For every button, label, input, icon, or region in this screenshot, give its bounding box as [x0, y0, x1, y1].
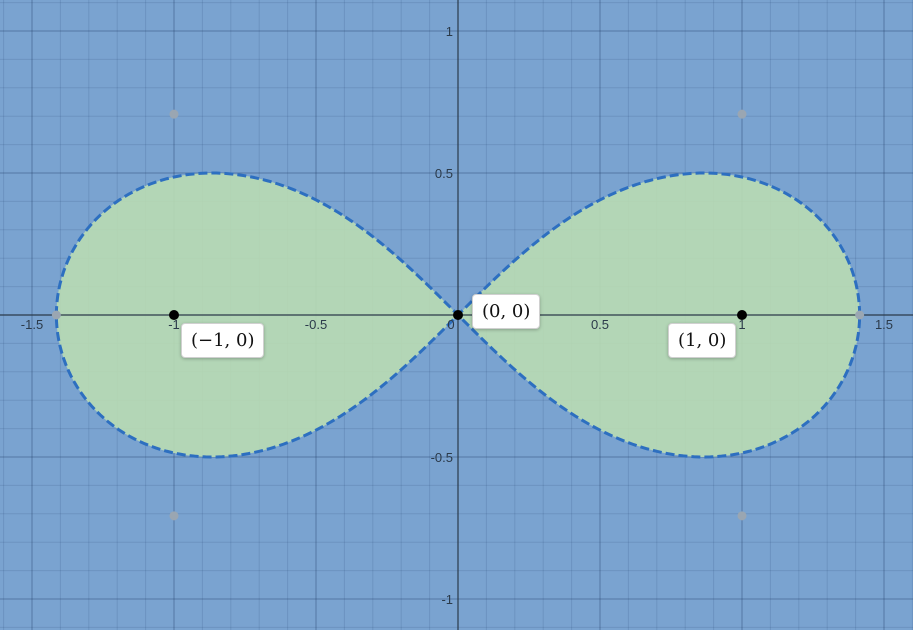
extreme-point	[737, 511, 747, 521]
y-tick-label: 0.5	[435, 166, 453, 181]
extreme-point	[855, 310, 865, 320]
point-label-neg1-0[interactable]: (−1, 0)	[181, 323, 265, 358]
extreme-point	[737, 109, 747, 119]
y-tick-label: 1	[446, 24, 453, 39]
extreme-point	[169, 511, 179, 521]
x-tick-label: -0.5	[305, 317, 327, 332]
y-tick-label: -1	[441, 592, 453, 607]
labeled-point	[169, 310, 179, 320]
labeled-point	[737, 310, 747, 320]
tick-labels: -1.5 -1 -0.5 0 0.5 1 1.5 1 0.5 -0.5 -1	[21, 24, 893, 607]
x-tick-label: -1.5	[21, 317, 43, 332]
labeled-point	[453, 310, 463, 320]
x-tick-label: 1.5	[875, 317, 893, 332]
x-tick-label: -1	[168, 317, 180, 332]
points-layer	[51, 109, 865, 521]
y-tick-label: -0.5	[431, 450, 453, 465]
extreme-point	[51, 310, 61, 320]
x-tick-label: 1	[738, 317, 745, 332]
point-label-1-0[interactable]: (1, 0)	[668, 323, 737, 358]
extreme-point	[169, 109, 179, 119]
point-label-origin[interactable]: (0, 0)	[472, 294, 541, 329]
x-tick-label: 0	[447, 317, 454, 332]
x-tick-label: 0.5	[591, 317, 609, 332]
